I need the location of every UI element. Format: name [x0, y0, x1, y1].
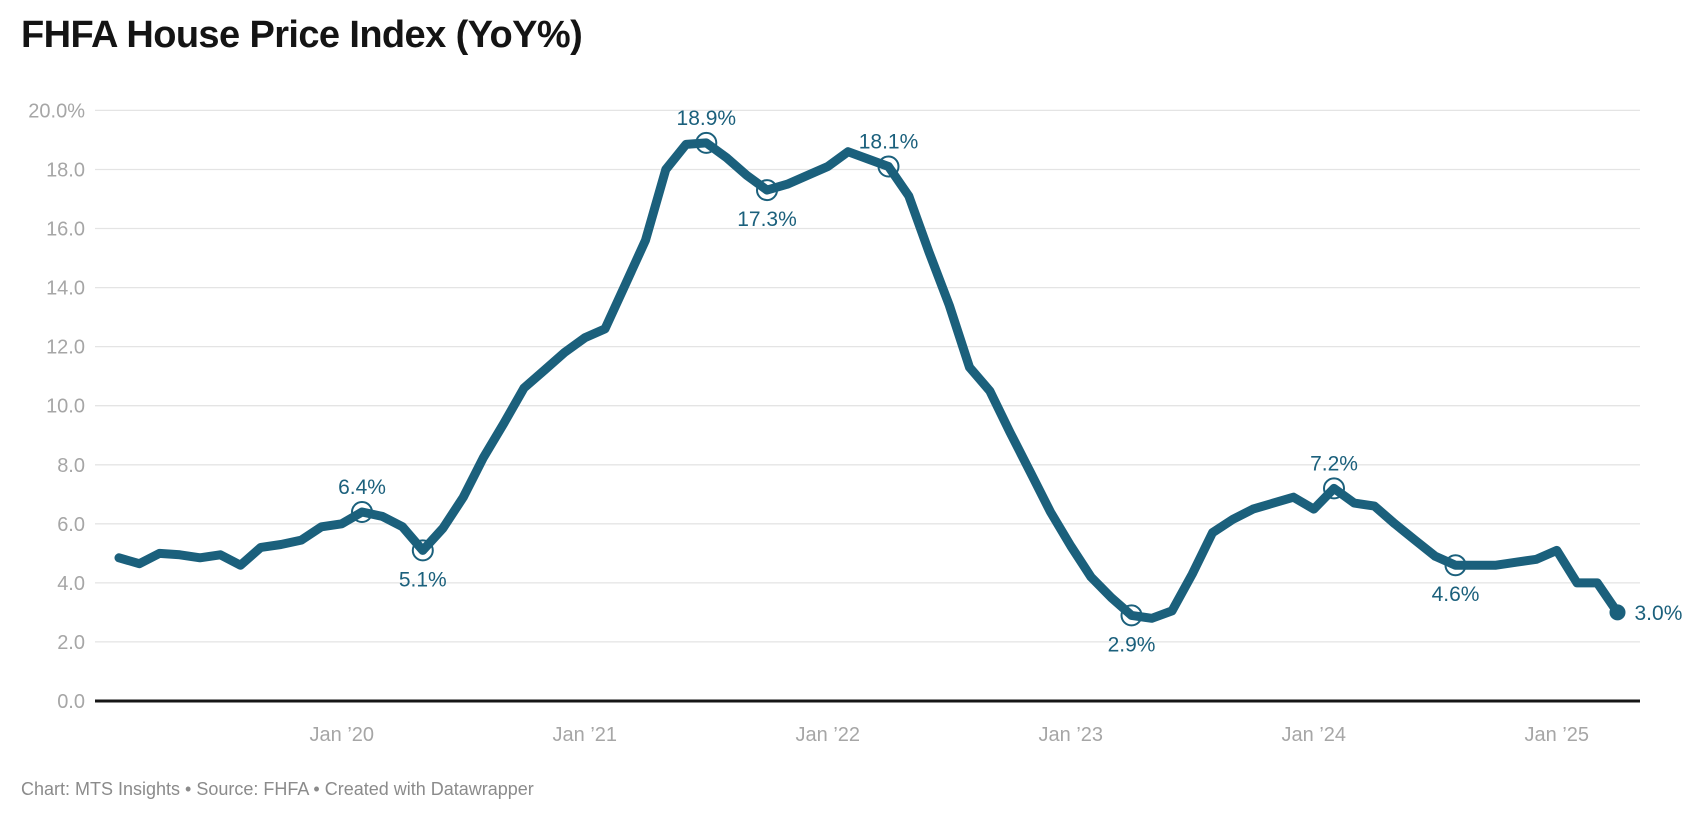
data-point-label: 18.9% — [677, 107, 737, 130]
data-point-label: 7.2% — [1310, 452, 1358, 475]
y-tick-label: 10.0 — [46, 396, 85, 418]
highlight-ring — [756, 179, 778, 202]
house-price-index-line — [114, 138, 1622, 623]
data-point-label: 3.0% — [1635, 602, 1683, 625]
gridlines — [95, 109, 1640, 703]
y-tick-label: 14.0 — [46, 278, 85, 300]
y-tick-label: 4.0 — [57, 573, 85, 595]
y-tick-label: 2.0 — [57, 632, 85, 654]
data-point-label: 4.6% — [1432, 583, 1480, 606]
highlight-ring — [1120, 604, 1143, 627]
y-tick-label: 16.0 — [46, 219, 85, 241]
chart-byline: Chart: MTS Insights • Source: FHFA • Cre… — [21, 779, 534, 799]
y-tick-label: 12.0 — [46, 337, 85, 359]
x-tick-label: Jan ’24 — [1282, 724, 1347, 746]
y-tick-label: 0.0 — [57, 691, 85, 713]
data-point-label: 17.3% — [737, 208, 797, 231]
highlight-ring — [411, 539, 434, 562]
x-tick-label: Jan ’23 — [1039, 724, 1104, 746]
axis-labels: 20.0% 18.0 16.0 14.0 12.0 10.0 8.0 6.0 4.0 2.0 0.0… — [28, 100, 1589, 746]
page-title: FHFA House Price Index (YoY%) — [21, 14, 583, 56]
highlight-ring — [877, 155, 900, 178]
highlight-ring — [351, 501, 373, 523]
data-point-label: 6.4% — [338, 476, 386, 499]
data-point-label: 18.1% — [859, 131, 919, 154]
annotations: 6.4% 5.1% 18.9% 17.3% 18.1% 2.9% 7.2% 4.6% 3.0% — [338, 107, 1682, 657]
highlight-ring — [1323, 477, 1345, 500]
y-tick-label: 18.0 — [46, 160, 85, 182]
highlight-ring — [695, 131, 718, 154]
data-point-label: 2.9% — [1108, 633, 1156, 656]
highlight-ring — [1444, 554, 1467, 577]
data-point-label: 5.1% — [399, 568, 447, 591]
latest-point-dot — [1609, 604, 1626, 621]
y-tick-label: 8.0 — [57, 455, 85, 477]
series — [114, 138, 1622, 623]
y-tick-label: 20.0% — [28, 100, 85, 122]
x-tick-label: Jan ’21 — [553, 724, 618, 746]
y-tick-label: 6.0 — [57, 514, 85, 536]
x-tick-label: Jan ’25 — [1525, 724, 1590, 746]
x-tick-label: Jan ’22 — [796, 724, 861, 746]
x-tick-label: Jan ’20 — [310, 724, 375, 746]
